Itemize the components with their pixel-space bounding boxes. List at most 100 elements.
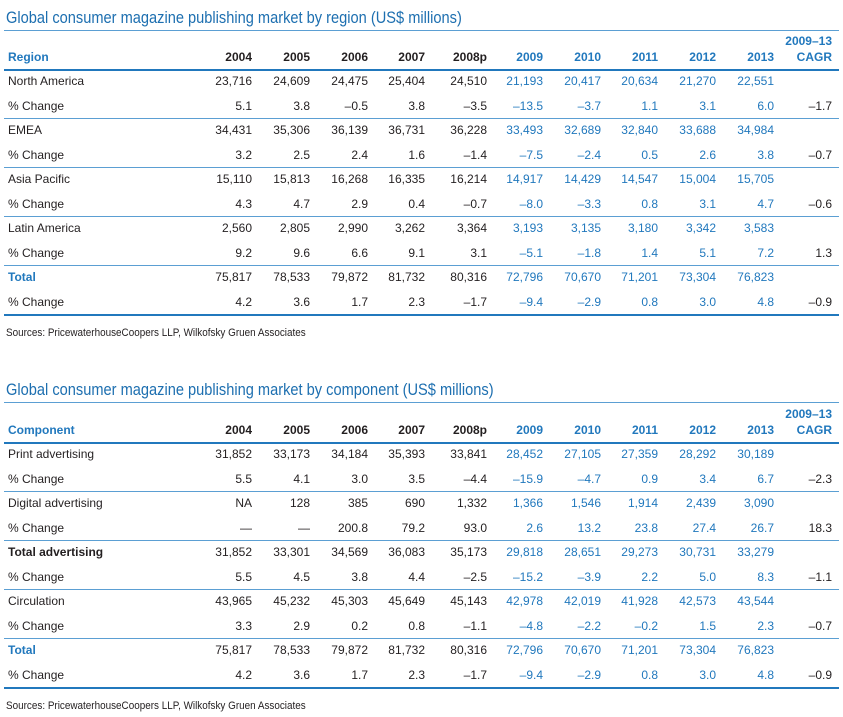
table-title: Global consumer magazine publishing mark… — [6, 8, 462, 27]
cell: –1.8 — [577, 245, 601, 260]
cell: –1.1 — [463, 618, 487, 633]
cell: 29,818 — [506, 545, 543, 560]
cell: 35,173 — [450, 545, 487, 560]
cell: 2,560 — [221, 221, 252, 236]
source-note: Sources: PricewaterhouseCoopers LLP, Wil… — [6, 700, 306, 712]
column-header: 2010 — [574, 423, 601, 437]
cell: –9.4 — [519, 667, 543, 682]
cell: 31,852 — [215, 447, 252, 461]
cell: 1.4 — [641, 245, 658, 260]
cell: 1.7 — [351, 667, 368, 682]
cell: — — [240, 520, 252, 535]
cell: 5.1 — [699, 245, 716, 260]
cell: 33,173 — [273, 447, 310, 461]
cell: 2.5 — [293, 147, 310, 162]
column-header: Component — [8, 423, 75, 437]
cell: 2.9 — [293, 618, 310, 633]
cell: 28,651 — [564, 545, 601, 560]
cell: –13.5 — [512, 98, 543, 113]
cell: 4.2 — [235, 294, 252, 309]
column-header: 2006 — [341, 423, 368, 437]
column-header: CAGR — [796, 50, 832, 64]
cell: –3.3 — [577, 196, 601, 211]
cell: 4.7 — [757, 196, 774, 211]
cell: 2,439 — [685, 496, 716, 511]
rule — [4, 30, 839, 31]
cell: 72,796 — [506, 643, 543, 658]
row-label: % Change — [8, 667, 65, 682]
row-label: Digital advertising — [8, 496, 103, 511]
cell: 0.9 — [641, 471, 658, 486]
cell: 29,273 — [621, 545, 658, 560]
cell: 13.2 — [577, 520, 601, 535]
cell: 3.1 — [470, 245, 487, 260]
cell: 1.3 — [815, 245, 832, 260]
cell: 34,184 — [331, 447, 368, 461]
cell: 3,262 — [394, 221, 425, 236]
cell: 31,852 — [215, 545, 252, 560]
cell: 0.8 — [641, 196, 658, 211]
cell: 30,731 — [679, 545, 716, 560]
cell: 4.3 — [235, 196, 252, 211]
row-label: % Change — [8, 569, 65, 584]
cell: 0.4 — [408, 196, 425, 211]
cell: 4.8 — [757, 294, 774, 309]
cell: 0.8 — [641, 667, 658, 682]
cell: 35,393 — [388, 447, 425, 461]
cell: 2,990 — [337, 221, 368, 236]
cell: 3.6 — [293, 294, 310, 309]
cell: 128 — [289, 496, 310, 511]
column-header: 2008p — [452, 423, 487, 437]
cell: 43,965 — [215, 594, 252, 609]
cell: 16,335 — [388, 172, 425, 187]
cell: –0.7 — [463, 196, 487, 211]
row-label: Total — [8, 270, 36, 285]
column-header: CAGR — [796, 423, 832, 437]
cell: –1.4 — [463, 147, 487, 162]
cell: 0.8 — [408, 618, 425, 633]
cell: 3.1 — [699, 98, 716, 113]
cell: 80,316 — [450, 270, 487, 285]
cell: 45,143 — [450, 594, 487, 609]
row-label: % Change — [8, 471, 65, 486]
cell: –2.2 — [577, 618, 601, 633]
cell: 36,228 — [450, 123, 487, 138]
cell: 23.8 — [634, 520, 658, 535]
cell: 42,573 — [679, 594, 716, 609]
cell: 1,914 — [627, 496, 658, 511]
cell: 2.6 — [699, 147, 716, 162]
cell: –15.2 — [512, 569, 543, 584]
cell: –15.9 — [512, 471, 543, 486]
row-label: % Change — [8, 294, 65, 309]
cell: 43,544 — [737, 594, 774, 609]
cell: –1.7 — [463, 294, 487, 309]
cell: 15,705 — [737, 172, 774, 187]
rule — [4, 215, 839, 217]
cell: –4.7 — [577, 471, 601, 486]
cell: 72,796 — [506, 270, 543, 285]
rule — [4, 402, 839, 403]
cell: –5.1 — [519, 245, 543, 260]
cell: 9.2 — [235, 245, 252, 260]
cell: 79.2 — [401, 520, 425, 535]
cell: 15,813 — [273, 172, 310, 187]
cell: 6.7 — [757, 471, 774, 486]
cell: 9.1 — [408, 245, 425, 260]
cell: 15,110 — [216, 172, 252, 187]
cell: 36,139 — [331, 123, 368, 138]
cell: 4.2 — [235, 667, 252, 682]
cell: 71,201 — [621, 270, 658, 285]
rule — [4, 117, 839, 119]
column-header: 2010 — [574, 50, 601, 64]
row-label: % Change — [8, 618, 65, 633]
cell: 5.5 — [235, 569, 252, 584]
row-label: % Change — [8, 196, 65, 211]
cell: 5.5 — [235, 471, 252, 486]
cell: 3.8 — [757, 147, 774, 162]
row-label: % Change — [8, 147, 65, 162]
cell: 3.2 — [235, 147, 252, 162]
cell: 79,872 — [331, 270, 368, 285]
column-header: 2011 — [631, 423, 658, 437]
column-header: 2011 — [631, 50, 658, 64]
cell: –0.2 — [634, 618, 658, 633]
